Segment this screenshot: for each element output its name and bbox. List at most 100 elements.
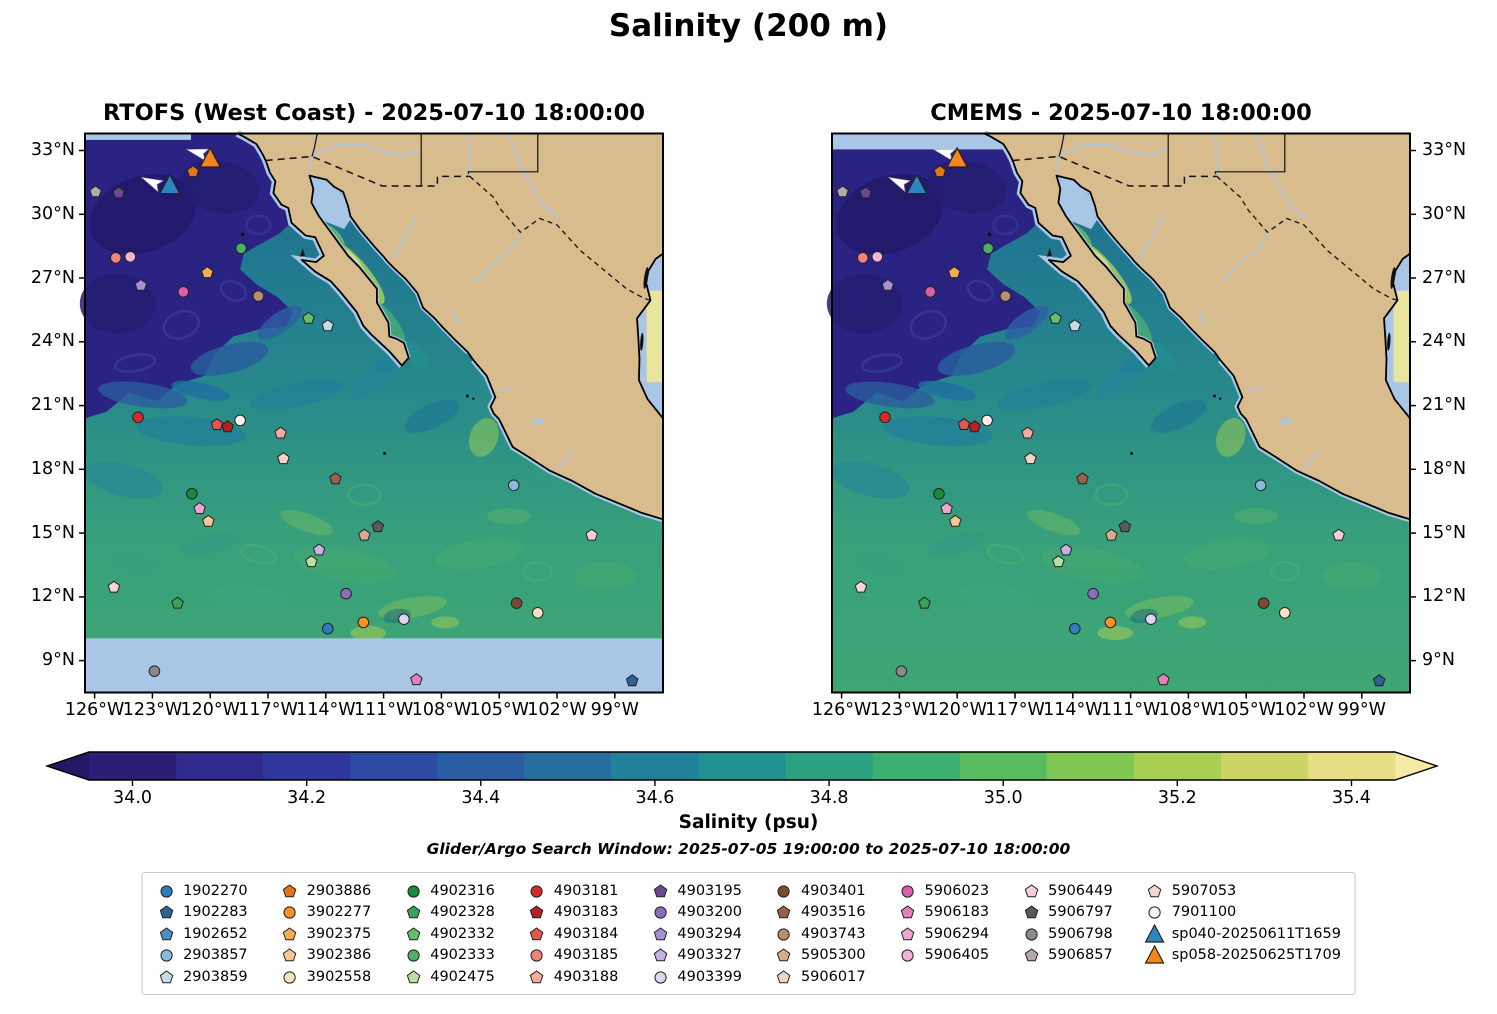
legend-item-5906183: 5906183 bbox=[898, 902, 989, 924]
legend-label: 5906017 bbox=[800, 968, 866, 985]
ocean-eddy bbox=[1151, 399, 1207, 433]
legend-column: 4903195 4903200 4903294 4903327 4903399 bbox=[650, 880, 742, 988]
float-marker-5906797 bbox=[1118, 520, 1132, 533]
pentagon-marker-icon bbox=[530, 927, 544, 941]
circle-marker-icon bbox=[777, 928, 791, 941]
legend-item-4902316: 4902316 bbox=[403, 880, 495, 902]
lon-tick-label: 111°W bbox=[1100, 700, 1161, 720]
ocean-eddy bbox=[918, 380, 977, 401]
ocean-eddy bbox=[1215, 418, 1246, 457]
pentagon-marker-icon bbox=[530, 905, 544, 919]
pentagon-marker-icon bbox=[653, 948, 668, 962]
float-marker-5905300 bbox=[358, 528, 371, 541]
float-marker-4903327 bbox=[1059, 543, 1073, 556]
pentagon-marker-icon bbox=[282, 927, 297, 941]
legend-item-5906797: 5906797 bbox=[1021, 902, 1113, 924]
island bbox=[1219, 397, 1222, 400]
ocean-eddy bbox=[280, 509, 334, 536]
lat-tick-label: 9°N bbox=[1422, 650, 1455, 671]
legend-item-5906449: 5906449 bbox=[1021, 880, 1113, 902]
lon-tick-label: 99°W bbox=[590, 700, 639, 720]
float-marker-1902283 bbox=[1372, 674, 1386, 687]
circle-marker-icon bbox=[530, 885, 543, 898]
ocean-eddy bbox=[84, 461, 163, 499]
legend-column: 4903181 4903183 4903184 4903185 4903188 bbox=[527, 880, 619, 988]
legend-label: 5906798 bbox=[1048, 925, 1113, 942]
search-window-caption: Glider/Argo Search Window: 2025-07-05 19… bbox=[426, 840, 1071, 858]
colorbar-outline bbox=[44, 751, 1440, 781]
ocean-eddy bbox=[239, 544, 278, 565]
legend-item-2903859: 2903859 bbox=[156, 966, 248, 988]
lat-tick-label: 18°N bbox=[1422, 458, 1467, 479]
legend-item-4903200: 4903200 bbox=[650, 902, 742, 924]
ocean-eddy bbox=[431, 616, 460, 629]
us-mexico-border bbox=[1012, 155, 1217, 187]
float-marker-3902386 bbox=[202, 514, 215, 527]
float-marker-1902270 bbox=[322, 622, 334, 635]
float-marker-3902277 bbox=[1104, 616, 1117, 629]
ocean-eddy bbox=[996, 379, 1091, 411]
pentagon-marker-icon bbox=[282, 948, 297, 962]
float-marker-2903886 bbox=[186, 165, 200, 178]
float-marker-3902386 bbox=[949, 514, 962, 527]
pentagon-marker-icon bbox=[777, 970, 791, 984]
river bbox=[1220, 234, 1269, 283]
legend-item-1902283: 1902283 bbox=[156, 902, 248, 924]
lat-tick-label: 12°N bbox=[30, 586, 75, 607]
ocean-eddy bbox=[1182, 539, 1272, 570]
river bbox=[473, 234, 522, 283]
island bbox=[1212, 394, 1216, 398]
ocean-eddy bbox=[640, 332, 644, 351]
pentagon-marker-icon bbox=[777, 948, 791, 962]
legend-label: 4903183 bbox=[553, 904, 619, 921]
ocean-eddy bbox=[1040, 546, 1144, 584]
circle-marker-icon bbox=[901, 949, 914, 962]
ocean-eddy bbox=[1387, 332, 1391, 351]
legend-label: 5906294 bbox=[924, 925, 990, 942]
river bbox=[508, 133, 560, 220]
colorbar-segment bbox=[872, 752, 961, 780]
ocean-eddy bbox=[219, 279, 248, 302]
legend-item-4903188: 4903188 bbox=[527, 966, 618, 988]
lat-tick-label: 24°N bbox=[30, 331, 75, 352]
pentagon-marker-icon bbox=[159, 905, 173, 919]
legend-item-sp040-20250611T1659: sp040-20250611T1659 bbox=[1144, 923, 1341, 945]
circle-marker-icon bbox=[407, 949, 420, 962]
river bbox=[1303, 449, 1320, 470]
pentagon-marker-icon bbox=[530, 970, 544, 984]
colorbar-tick-label: 34.8 bbox=[809, 788, 849, 808]
colorbar-segment bbox=[698, 752, 787, 780]
ocean-eddy bbox=[1124, 595, 1195, 620]
legend-label: 4903184 bbox=[553, 925, 619, 942]
island bbox=[465, 394, 469, 398]
masked-region bbox=[646, 290, 663, 383]
land-mexico bbox=[983, 132, 1411, 521]
pentagon-marker-icon bbox=[406, 905, 421, 919]
island bbox=[240, 232, 245, 237]
float-marker-5906405 bbox=[871, 251, 884, 263]
float-marker-4903200 bbox=[340, 587, 352, 600]
float-marker-sp058-20250625T1709 bbox=[946, 146, 969, 168]
colorbar-segment bbox=[1307, 752, 1396, 780]
ocean-eddy bbox=[98, 381, 188, 409]
ocean-eddy bbox=[928, 531, 987, 557]
float-marker-4903188 bbox=[274, 426, 287, 439]
legend-label: 7901100 bbox=[1171, 904, 1237, 921]
map-panel-cmems: 33°N 30°N 27°N 24°N 21°N 18°N 15°N 12°N 9°N 126°W… bbox=[812, 130, 1466, 720]
float-marker-4902316 bbox=[186, 488, 198, 500]
float-marker-4903401 bbox=[1257, 597, 1270, 610]
legend-item-5906294: 5906294 bbox=[898, 923, 990, 945]
circle-marker-icon bbox=[530, 949, 543, 962]
colorbar-segment bbox=[1133, 752, 1222, 780]
float-marker-2903857 bbox=[507, 479, 520, 492]
ocean-eddy bbox=[854, 554, 906, 576]
float-marker-4902332 bbox=[1049, 311, 1062, 324]
float-marker-4903184 bbox=[957, 418, 971, 430]
ocean-eddy bbox=[114, 353, 157, 373]
lon-tick-label: 120°W bbox=[180, 700, 240, 720]
ocean-eddy bbox=[147, 234, 235, 301]
legend-item-3902386: 3902386 bbox=[280, 945, 371, 967]
float-marker-5906857 bbox=[836, 185, 849, 198]
legend-label: 5905300 bbox=[800, 947, 866, 964]
